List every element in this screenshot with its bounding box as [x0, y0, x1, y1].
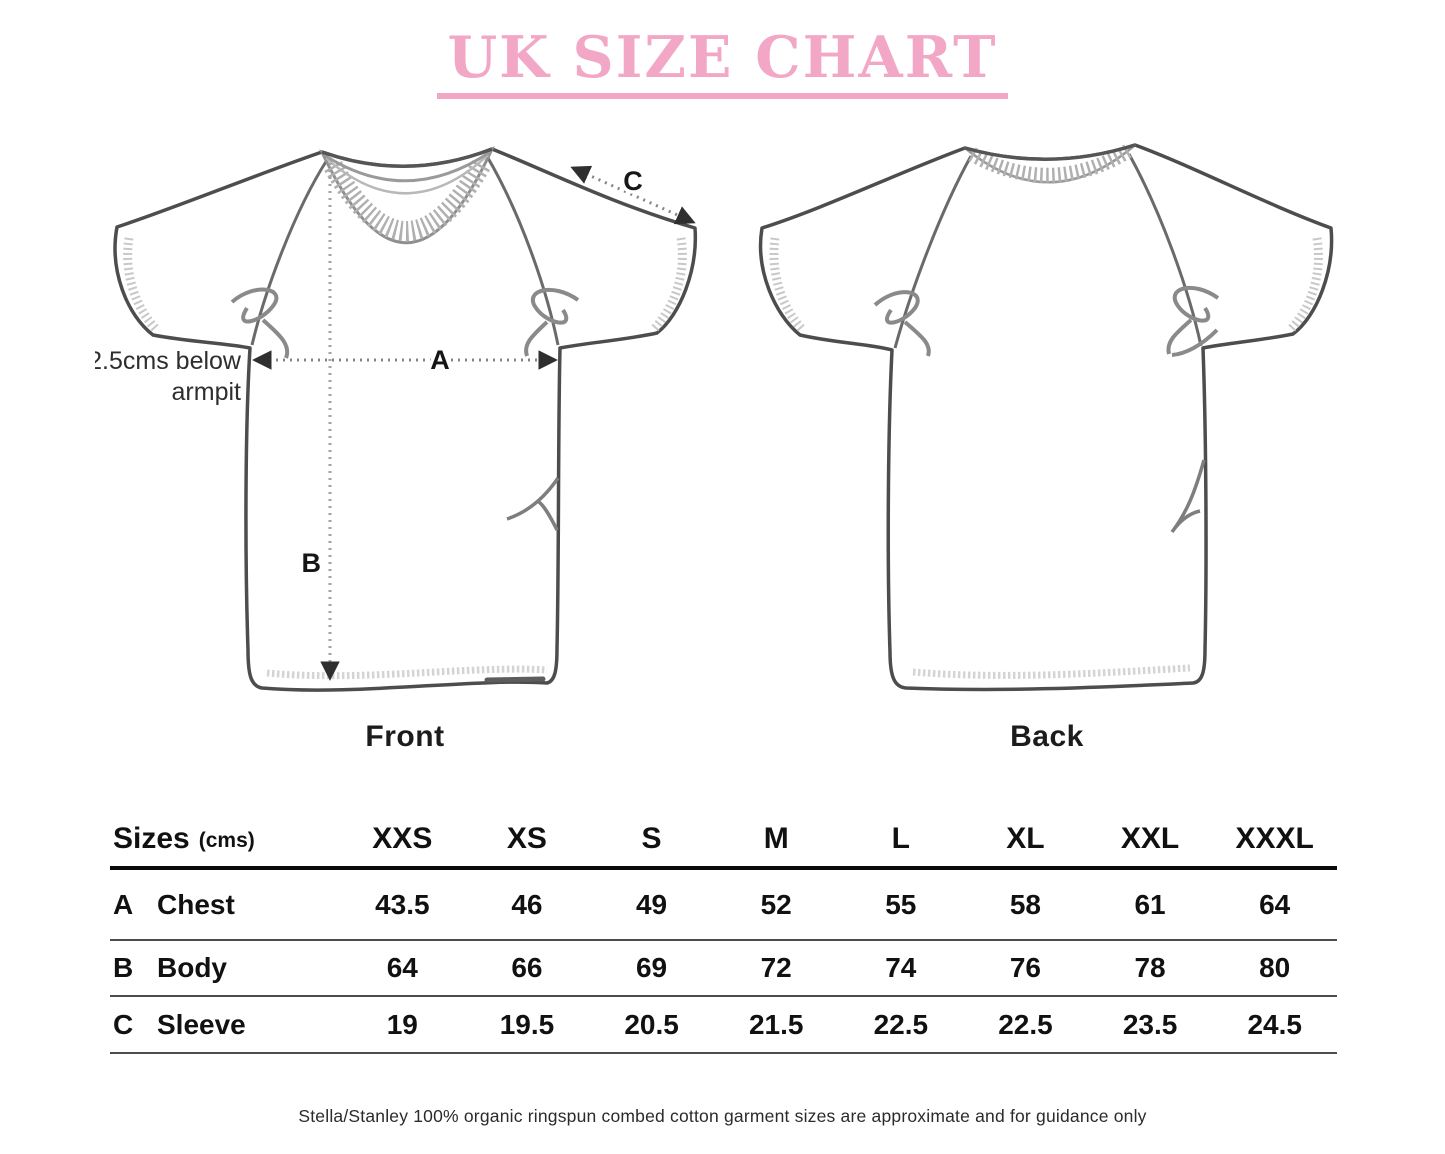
table-cell: 20.5: [589, 997, 714, 1054]
back-right-cuff-ribbing: [1286, 237, 1323, 334]
armpit-note-line1: 2.5cms below: [95, 347, 242, 375]
table-cell: 22.5: [963, 997, 1088, 1054]
table-cell: 61: [1087, 870, 1213, 941]
front-right-side-wrinkle: [506, 477, 560, 531]
footer-note: Stella/Stanley 100% organic ringspun com…: [298, 1106, 1147, 1126]
size-table: Sizes (cms) XXS XS S M L XL XXL XXXL A C…: [110, 812, 1337, 1054]
table-cell: 19: [340, 997, 465, 1054]
table-cell: 24.5: [1212, 997, 1337, 1054]
measure-line-c: [570, 165, 696, 225]
table-cell: 58: [963, 870, 1088, 941]
table-cell: 52: [713, 870, 839, 941]
table-header-size: XS: [464, 812, 590, 870]
table-header-size: S: [589, 812, 714, 870]
table-cell: 64: [340, 941, 465, 997]
back-left-armpit-wrinkle-tail: [903, 320, 931, 357]
table-header-sizes: Sizes (cms): [110, 812, 340, 870]
page-title: UK SIZE CHART: [437, 28, 1008, 99]
front-left-armpit-wrinkle: [230, 287, 279, 324]
table-cell: 74: [838, 941, 964, 997]
armpit-note-line2: armpit: [172, 378, 242, 406]
row-letter: C: [113, 1008, 134, 1040]
front-neckline: [321, 147, 493, 168]
back-hem-stitching: [912, 664, 1191, 679]
front-collar-seam: [323, 150, 491, 183]
back-right-armpit-wrinkle-tails: [1166, 318, 1219, 357]
table-header-size: XXXL: [1212, 812, 1337, 870]
table-cell: 66: [464, 941, 590, 997]
table-cell: 19.5: [464, 997, 590, 1054]
table-cell: 22.5: [838, 997, 964, 1054]
row-name: Sleeve: [157, 1008, 246, 1040]
front-collar-ribbing: [324, 157, 492, 241]
table-row-label-sleeve: C Sleeve: [110, 997, 340, 1054]
measure-label-b: B: [302, 548, 322, 578]
row-letter: A: [113, 888, 134, 920]
table-cell: 23.5: [1087, 997, 1213, 1054]
table-cell: 49: [589, 870, 714, 941]
table-cell: 64: [1212, 870, 1337, 941]
back-left-armpit-wrinkle: [873, 290, 920, 325]
back-right-sleeve-seam: [1127, 153, 1203, 347]
row-name: Chest: [157, 888, 235, 920]
table-header-size: XXL: [1087, 812, 1213, 870]
table-row-label-body: B Body: [110, 941, 340, 997]
front-right-cuff-ribbing: [649, 237, 687, 334]
row-name: Body: [157, 952, 227, 983]
back-neckline: [964, 143, 1136, 161]
back-left-cuff-ribbing: [769, 237, 807, 334]
back-right-side-wrinkle: [1170, 459, 1206, 534]
front-right-armpit-wrinkle: [530, 287, 580, 325]
front-left-cuff-ribbing: [123, 237, 161, 334]
table-cell: 78: [1087, 941, 1213, 997]
table-header-size: L: [838, 812, 964, 870]
page-header: UK SIZE CHART: [0, 28, 1445, 99]
front-hem-fold-mark: [484, 676, 546, 683]
table-header-size: XXS: [340, 812, 465, 870]
table-header-unit: (cms): [198, 829, 255, 852]
back-left-sleeve-seam: [893, 155, 973, 349]
table-row-label-chest: A Chest: [110, 870, 340, 941]
back-shirt-outline: [758, 143, 1334, 692]
back-right-armpit-wrinkle: [1172, 285, 1220, 323]
table-cell: 43.5: [340, 870, 465, 941]
table-cell: 76: [963, 941, 1088, 997]
front-left-sleeve-seam: [250, 159, 329, 346]
measure-label-a: A: [430, 345, 450, 375]
table-cell: 55: [838, 870, 964, 941]
front-collar-inner-line: [325, 154, 489, 195]
front-caption: Front: [365, 720, 445, 753]
front-right-sleeve-seam: [486, 157, 560, 346]
front-hem-stitching: [266, 665, 548, 680]
table-header-sizes-label: Sizes: [113, 822, 190, 855]
row-letter: B: [113, 952, 134, 983]
front-shirt-diagram: A B C 2.5cms below armpit: [95, 146, 698, 692]
table-header-size: XL: [963, 812, 1088, 870]
table-header-size: M: [713, 812, 839, 870]
table-cell: 21.5: [713, 997, 839, 1054]
measure-label-c: C: [623, 166, 643, 196]
back-shirt-diagram: [758, 143, 1334, 692]
table-cell: 46: [464, 870, 590, 941]
table-cell: 80: [1212, 941, 1337, 997]
back-caption: Back: [1010, 720, 1084, 753]
table-cell: 69: [589, 941, 714, 997]
table-cell: 72: [713, 941, 839, 997]
